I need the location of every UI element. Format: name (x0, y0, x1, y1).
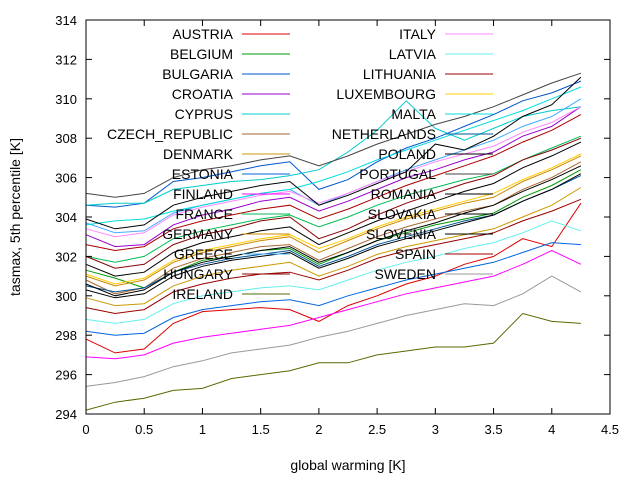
y-tick-label: 296 (55, 368, 77, 383)
legend-label: DENMARK (163, 146, 234, 162)
legend-label: IRELAND (172, 286, 233, 302)
series-line-ireland (85, 312, 581, 411)
legend-label: FRANCE (175, 206, 233, 222)
x-axis-label: global warming [K] (290, 457, 405, 473)
legend-label: SPAIN (395, 246, 436, 262)
x-tick-label: 4.5 (601, 422, 619, 437)
legend-label: ROMANIA (371, 186, 437, 202)
x-tick-label: 0.5 (135, 422, 153, 437)
series-line-croatia (85, 106, 582, 248)
legend: AUSTRIA BELGIUM BULGARIA CROATIA CYPRUS CZECH… (107, 26, 493, 302)
series-line-portugal (85, 72, 582, 198)
series-line-luxembourg (85, 153, 582, 285)
legend-label: CROATIA (172, 86, 234, 102)
legend-label: ITALY (399, 26, 436, 42)
legend-label: POLAND (378, 146, 436, 162)
x-tick-label: 3.5 (485, 422, 503, 437)
y-tick-label: 310 (55, 92, 77, 107)
legend-label: SLOVAKIA (368, 206, 437, 222)
series-line-malta (85, 86, 582, 226)
series-line-slovakia (85, 141, 582, 277)
y-axis-label: tasmax, 5th percentile [K] (7, 138, 23, 296)
series-line-spain (85, 114, 582, 252)
y-tick-label: 312 (55, 52, 77, 67)
series-line-poland (85, 173, 582, 299)
legend-label: BELGIUM (170, 46, 233, 62)
x-tick-label: 4 (548, 422, 555, 437)
legend-label: CZECH_REPUBLIC (107, 126, 233, 142)
legend-label: HUNGARY (163, 266, 233, 282)
axis-ticks: 0 0.5 1 1.5 2 2.5 3 3.5 4 4.5 294 296 298 300 302 304 30… (55, 13, 619, 437)
series-line-greece (85, 98, 582, 234)
legend-label: GERMANY (162, 226, 233, 242)
y-tick-label: 298 (55, 328, 77, 343)
legend-label: BULGARIA (162, 66, 233, 82)
y-tick-label: 314 (55, 13, 77, 28)
legend-label: CYPRUS (175, 106, 233, 122)
x-tick-label: 2 (315, 422, 322, 437)
legend-label: NETHERLANDS (332, 126, 436, 142)
legend-label: GREECE (174, 246, 233, 262)
series-lines (85, 72, 582, 411)
x-tick-label: 1 (199, 422, 206, 437)
legend-label: SLOVENIA (366, 226, 437, 242)
series-line-denmark (85, 187, 582, 307)
series-line-estonia (85, 242, 581, 336)
series-line-lithuania (85, 198, 582, 315)
series-line-france (85, 135, 582, 263)
y-tick-label: 302 (55, 249, 77, 264)
series-line-sweden (85, 275, 582, 387)
series-line-bulgaria (85, 80, 582, 208)
x-tick-label: 2.5 (368, 422, 386, 437)
y-tick-label: 306 (55, 171, 77, 186)
legend-label: FINLAND (173, 186, 233, 202)
series-line-latvia (85, 220, 582, 324)
y-tick-label: 300 (55, 289, 77, 304)
legend-label: SWEDEN (375, 266, 436, 282)
y-tick-label: 308 (55, 131, 77, 146)
x-tick-label: 1.5 (252, 422, 270, 437)
legend-label: LUXEMBOURG (336, 86, 436, 102)
legend-label: LATVIA (389, 46, 437, 62)
legend-label: LITHUANIA (363, 66, 437, 82)
series-line-slovenia (85, 165, 582, 297)
series-line-romania (85, 76, 582, 230)
legend-label: ESTONIA (172, 166, 234, 182)
series-line-finland (85, 249, 582, 360)
legend-label: PORTUGAL (359, 166, 436, 182)
y-tick-label: 294 (55, 407, 77, 422)
series-line-hungary (85, 137, 582, 269)
x-tick-label: 3 (432, 422, 439, 437)
series-line-italy (85, 106, 582, 238)
series-line-germany (85, 155, 582, 287)
y-tick-label: 304 (55, 210, 77, 225)
legend-label: MALTA (391, 106, 436, 122)
x-tick-label: 0 (82, 422, 89, 437)
legend-label: AUSTRIA (172, 26, 233, 42)
